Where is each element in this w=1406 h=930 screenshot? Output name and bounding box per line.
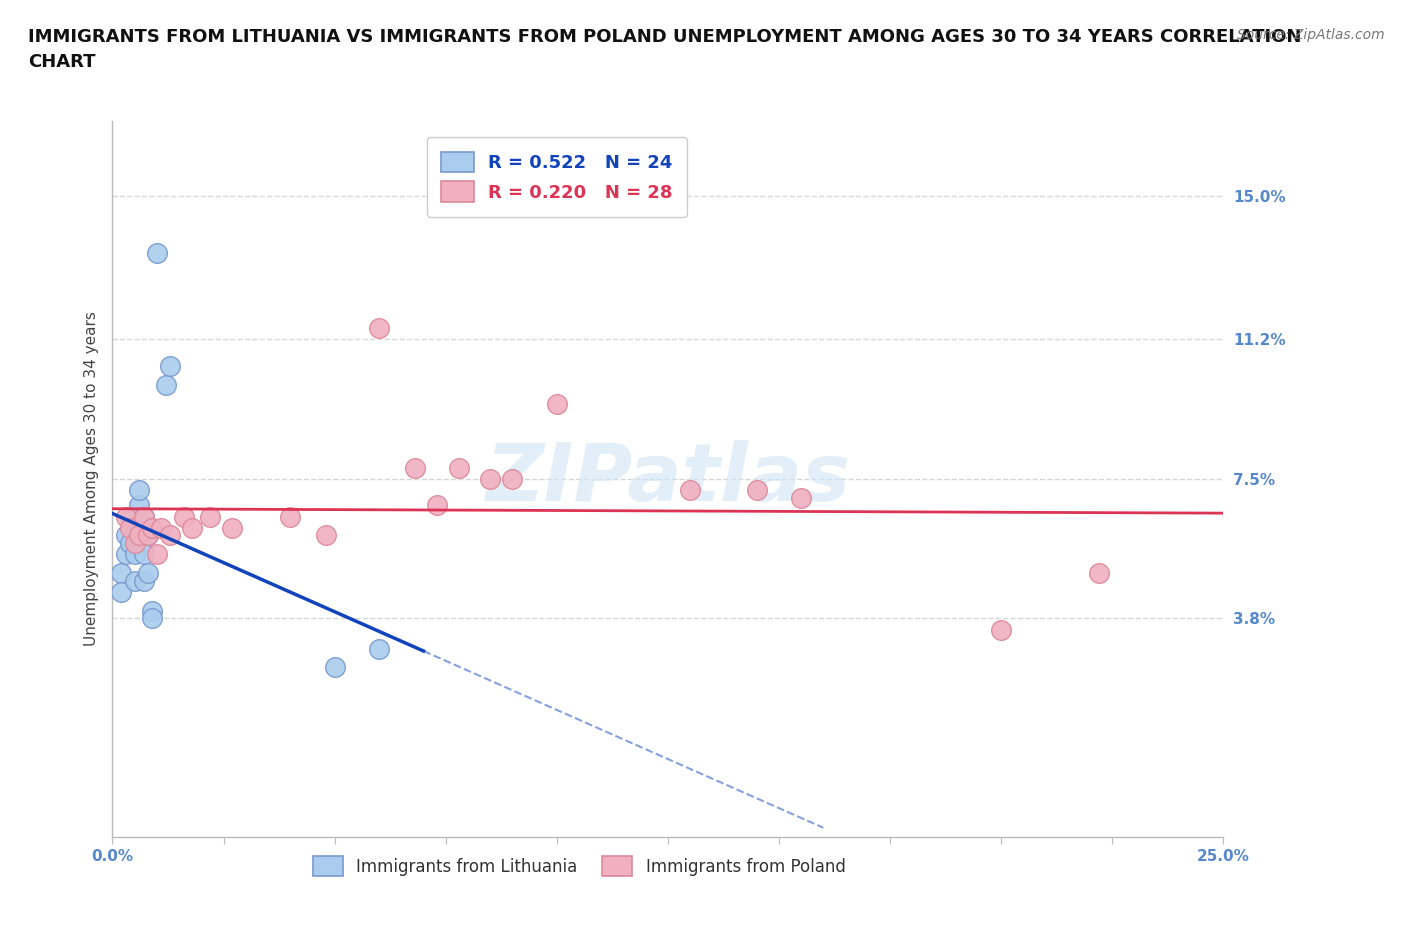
Point bbox=[679, 483, 702, 498]
Point bbox=[1088, 565, 1111, 580]
Point bbox=[132, 510, 155, 525]
Point bbox=[200, 510, 222, 525]
Point bbox=[221, 521, 243, 536]
Point bbox=[110, 565, 132, 580]
Point bbox=[128, 498, 150, 512]
Point bbox=[114, 510, 136, 525]
Point bbox=[136, 528, 159, 543]
Point bbox=[404, 460, 426, 475]
Point bbox=[132, 573, 155, 588]
Point bbox=[368, 321, 391, 336]
Point bbox=[990, 622, 1012, 637]
Point bbox=[136, 565, 159, 580]
Point bbox=[368, 641, 391, 656]
Point bbox=[546, 396, 568, 411]
Point bbox=[790, 490, 813, 505]
Point bbox=[155, 378, 177, 392]
Point bbox=[159, 358, 181, 373]
Point bbox=[278, 510, 301, 525]
Point bbox=[124, 536, 146, 551]
Point bbox=[128, 483, 150, 498]
Point bbox=[120, 510, 142, 525]
Y-axis label: Unemployment Among Ages 30 to 34 years: Unemployment Among Ages 30 to 34 years bbox=[83, 312, 98, 646]
Point bbox=[323, 660, 346, 675]
Point bbox=[120, 536, 142, 551]
Text: Source: ZipAtlas.com: Source: ZipAtlas.com bbox=[1237, 28, 1385, 42]
Point bbox=[128, 528, 150, 543]
Point bbox=[132, 547, 155, 562]
Point bbox=[141, 521, 163, 536]
Point bbox=[146, 246, 169, 260]
Point bbox=[114, 547, 136, 562]
Point bbox=[124, 547, 146, 562]
Point bbox=[124, 521, 146, 536]
Point bbox=[173, 510, 195, 525]
Point bbox=[159, 528, 181, 543]
Point bbox=[136, 528, 159, 543]
Point bbox=[128, 528, 150, 543]
Point bbox=[120, 521, 142, 536]
Point bbox=[745, 483, 768, 498]
Legend: Immigrants from Lithuania, Immigrants from Poland: Immigrants from Lithuania, Immigrants fr… bbox=[307, 850, 852, 883]
Point bbox=[501, 472, 523, 486]
Point bbox=[124, 573, 146, 588]
Point bbox=[479, 472, 502, 486]
Point bbox=[447, 460, 470, 475]
Point bbox=[132, 510, 155, 525]
Point bbox=[110, 585, 132, 600]
Point bbox=[426, 498, 449, 512]
Point bbox=[150, 521, 173, 536]
Point bbox=[141, 604, 163, 618]
Point bbox=[141, 611, 163, 626]
Point bbox=[315, 528, 337, 543]
Text: IMMIGRANTS FROM LITHUANIA VS IMMIGRANTS FROM POLAND UNEMPLOYMENT AMONG AGES 30 T: IMMIGRANTS FROM LITHUANIA VS IMMIGRANTS … bbox=[28, 28, 1302, 71]
Point bbox=[181, 521, 204, 536]
Point bbox=[114, 528, 136, 543]
Point bbox=[146, 547, 169, 562]
Text: ZIPatlas: ZIPatlas bbox=[485, 440, 851, 518]
